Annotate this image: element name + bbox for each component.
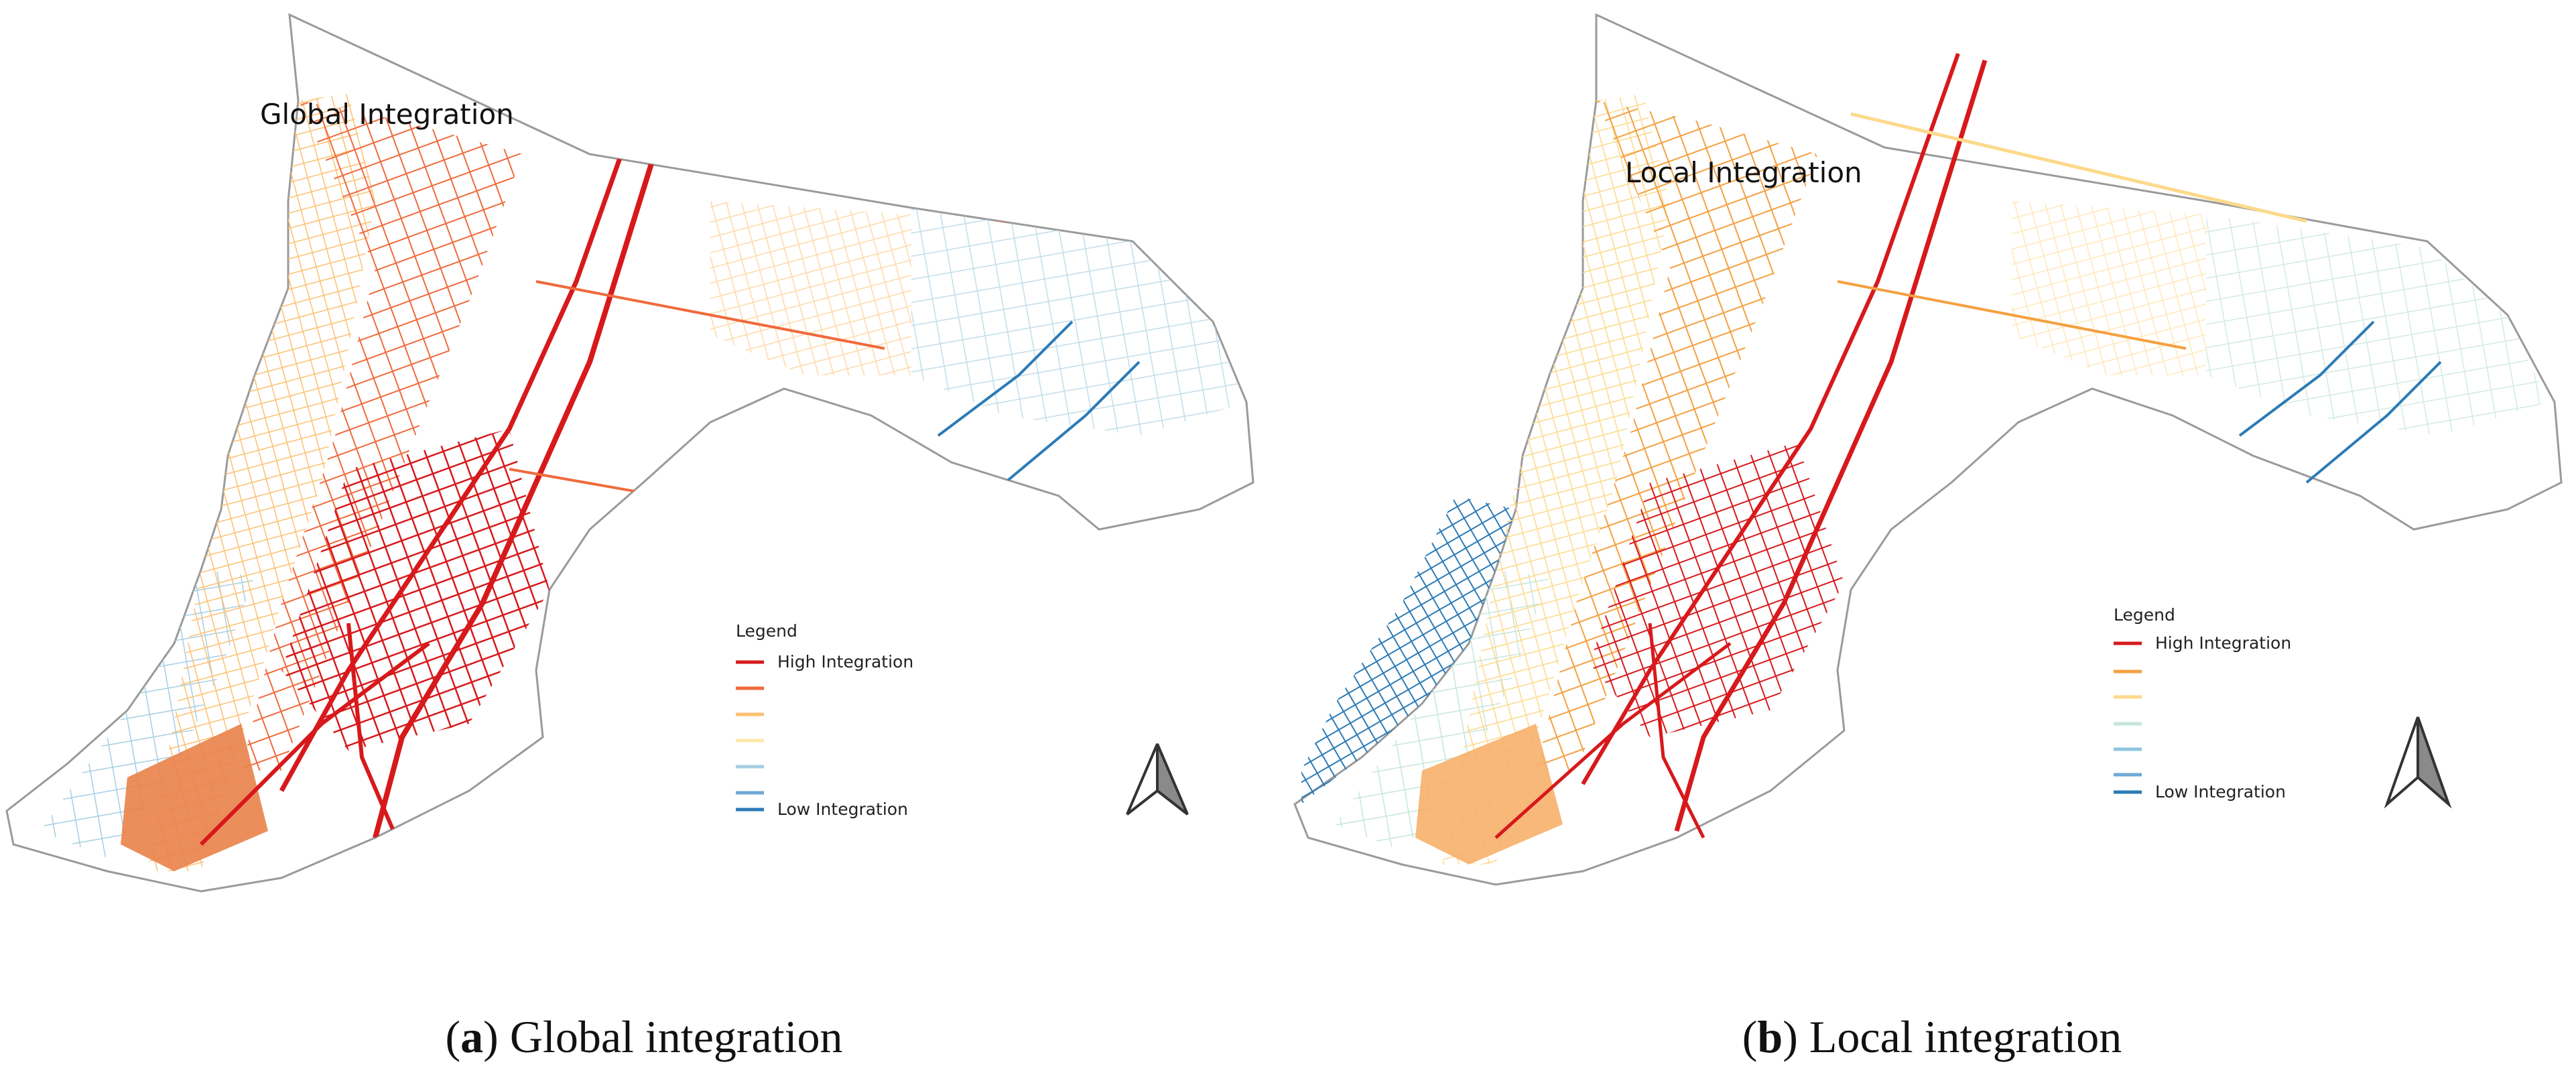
legend-title: Legend <box>736 621 797 641</box>
legend-low-label: Low Integration <box>2155 782 2286 802</box>
map-panel-global: Global Integration Legend High Integrati… <box>5 13 1254 1062</box>
caption-letter: b <box>1757 1011 1783 1062</box>
map-local-integration: Local Integration Legend High Integratio… <box>1293 13 2563 886</box>
map-panel-local: Local Integration Legend High Integratio… <box>1288 0 2576 1089</box>
legend: Legend High Integration Low Integration <box>2114 605 2291 802</box>
north-arrow-icon <box>1126 743 1189 816</box>
map-global-integration: Global Integration Legend High Integrati… <box>5 13 1254 893</box>
legend-high-label: High Integration <box>777 652 913 671</box>
north-arrow-icon <box>2384 716 2452 809</box>
map-title: Local Integration <box>1625 156 1862 189</box>
legend: Legend High Integration Low Integration <box>736 621 913 819</box>
map-title: Global Integration <box>260 98 514 131</box>
legend-high-label: High Integration <box>2155 633 2291 653</box>
caption-text: Local integration <box>1809 1011 2122 1062</box>
caption-text: Global integration <box>509 1011 843 1062</box>
caption-b: (b) Local integration <box>1742 1011 2122 1062</box>
street-network <box>1301 53 2548 864</box>
caption-letter: a <box>460 1011 484 1062</box>
legend-title: Legend <box>2114 605 2175 625</box>
caption-a: (a) Global integration <box>445 1011 843 1062</box>
legend-low-label: Low Integration <box>777 799 908 819</box>
street-network <box>7 52 1246 871</box>
